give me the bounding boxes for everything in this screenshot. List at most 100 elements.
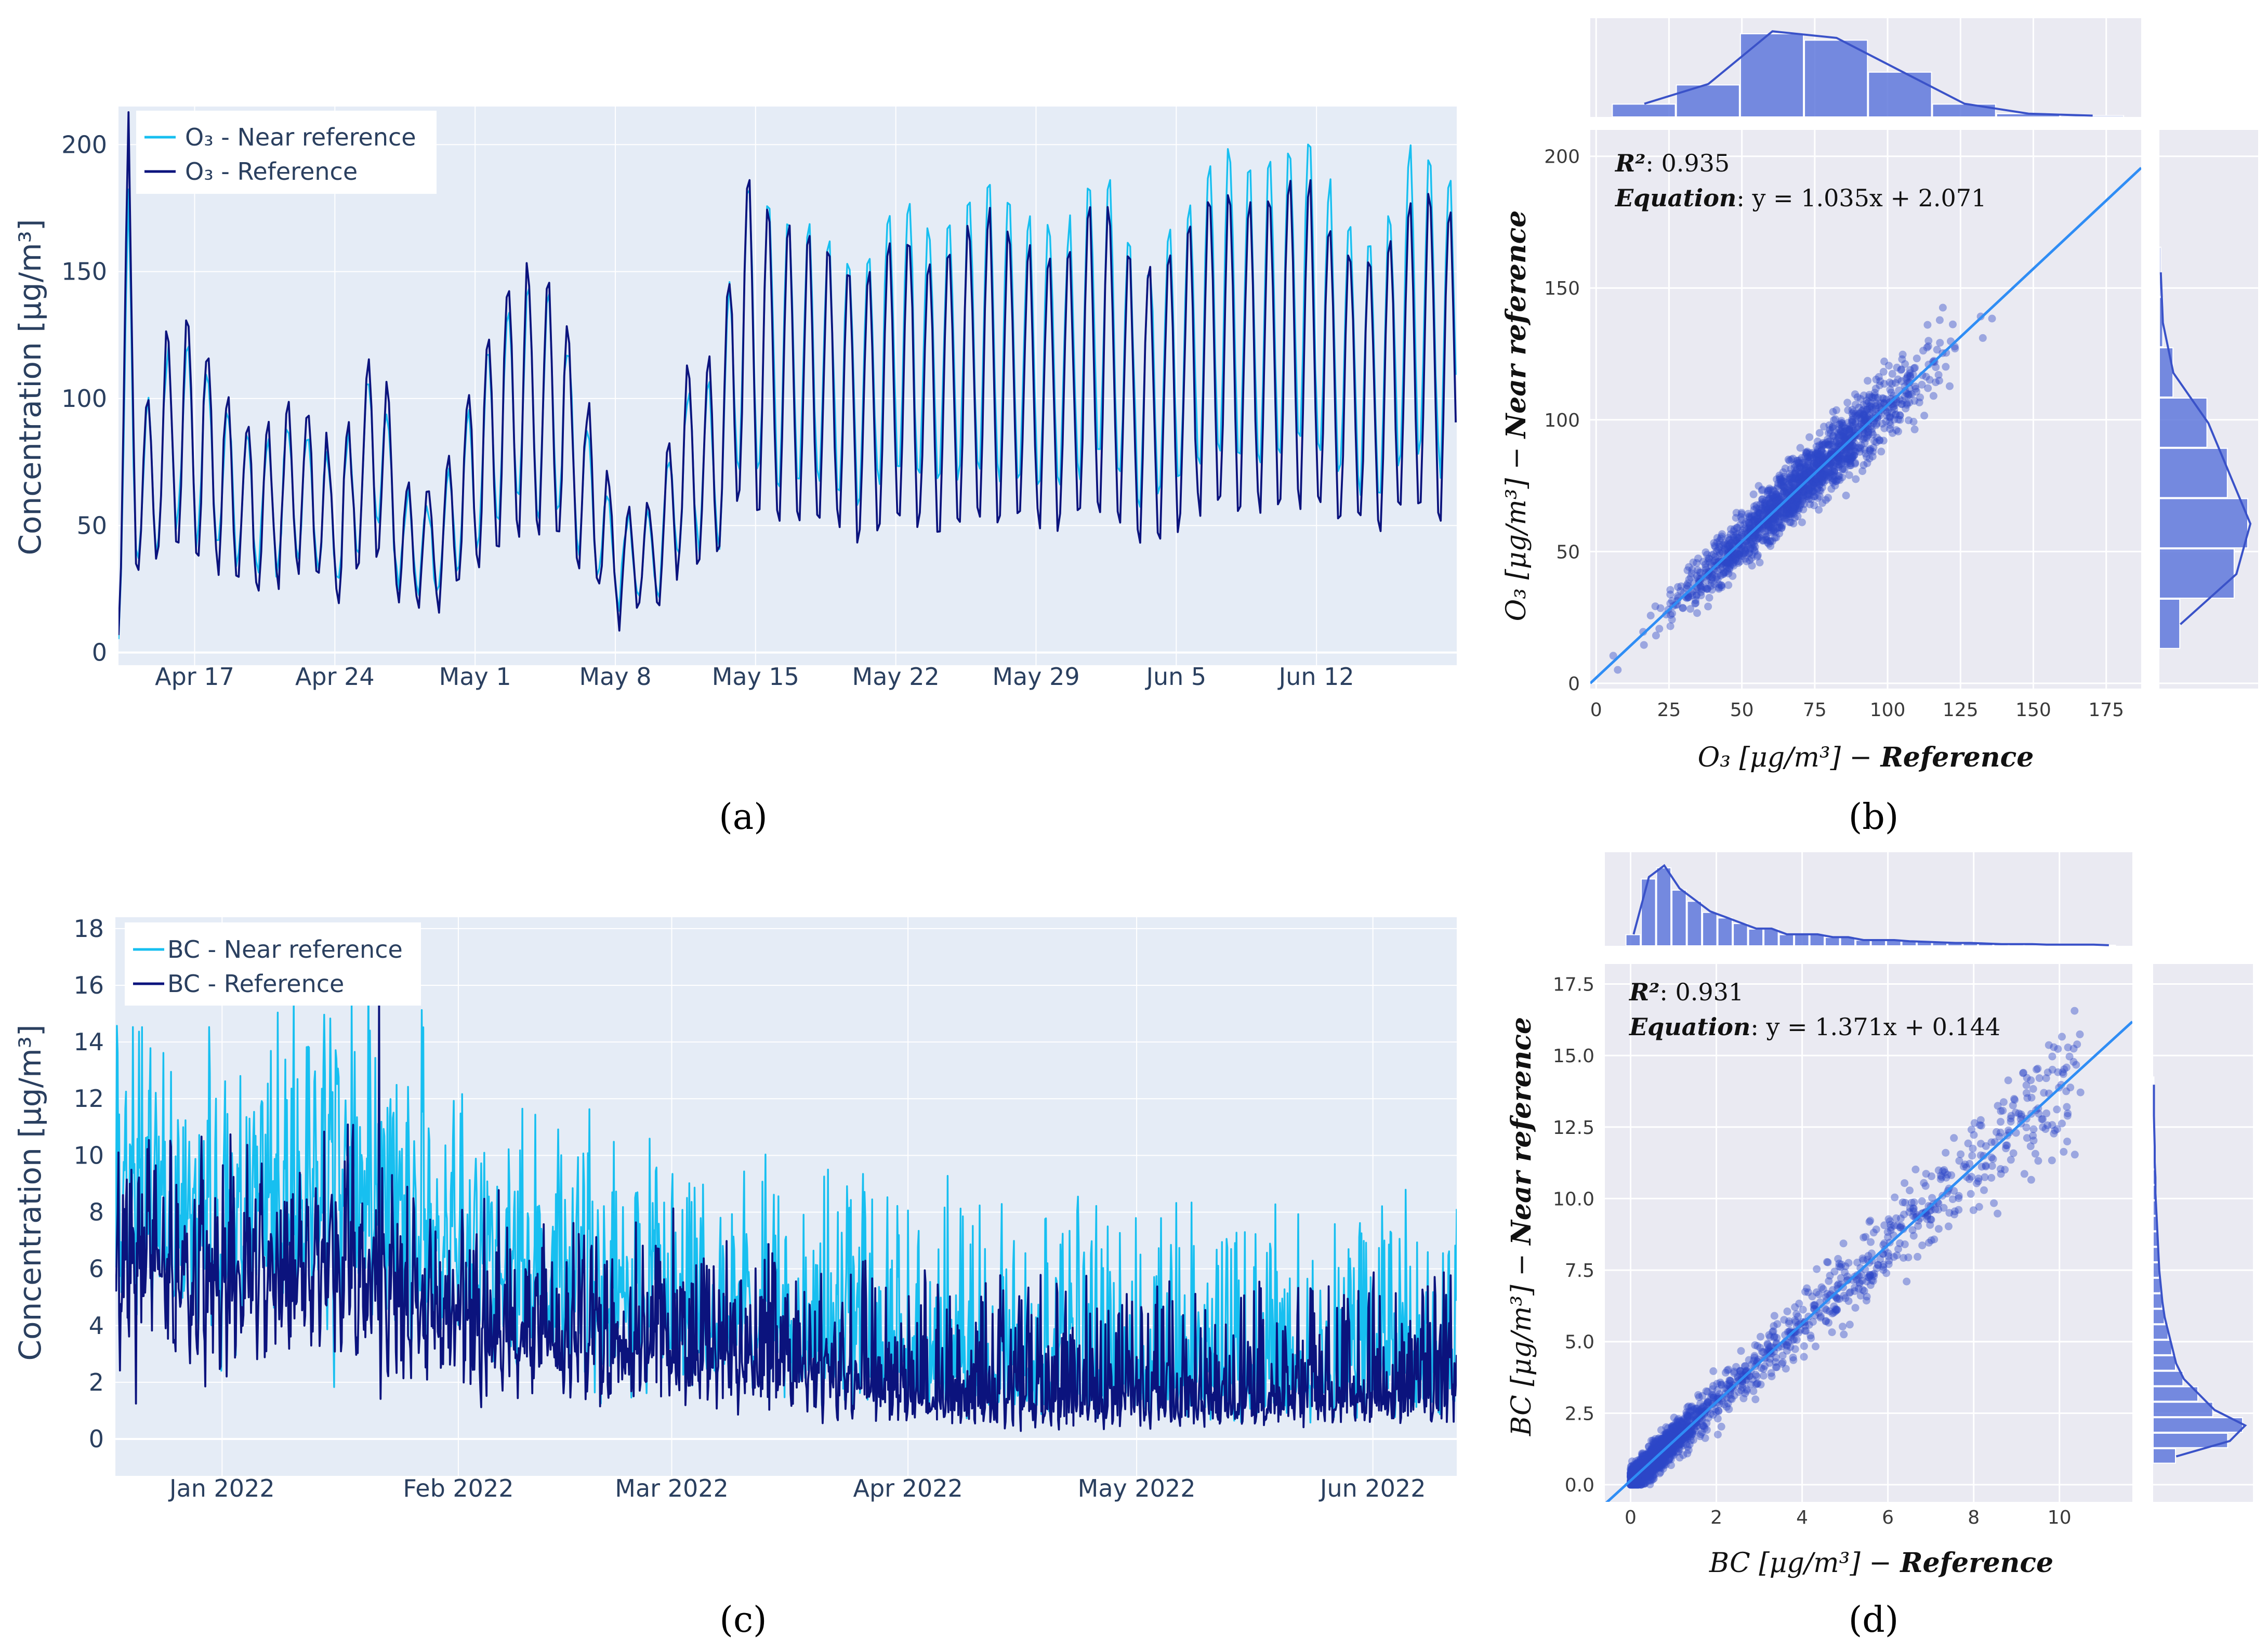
d-point [1753, 1379, 1762, 1388]
d-point [1858, 1286, 1867, 1294]
b-point [1760, 499, 1769, 507]
b-point [1780, 483, 1788, 492]
b-point [1896, 412, 1904, 419]
d-point [1673, 1418, 1682, 1427]
b-point [1860, 410, 1868, 418]
d-point [1645, 1468, 1653, 1476]
b-point [1807, 451, 1815, 459]
d-point [1681, 1433, 1689, 1442]
d-fit-line-path [1605, 1021, 2132, 1502]
d-point [1691, 1410, 1699, 1419]
d-point [1651, 1444, 1659, 1452]
d-point [1738, 1380, 1747, 1388]
d-point [1678, 1420, 1686, 1429]
d-point [1866, 1281, 1875, 1289]
b-point [1898, 400, 1906, 408]
d-point [1751, 1370, 1760, 1379]
d-point [2063, 1138, 2072, 1146]
b-point [1851, 390, 1859, 399]
b-point [1776, 493, 1785, 501]
d-point [2019, 1069, 2027, 1077]
d-point [1858, 1254, 1867, 1262]
d-point [1645, 1470, 1654, 1477]
b-point [1795, 458, 1803, 467]
d-point [1627, 1470, 1634, 1478]
b-point [1843, 425, 1851, 433]
b-point [1774, 482, 1782, 491]
d-point [1634, 1481, 1642, 1489]
d-right-hist-bar [2153, 1370, 2184, 1386]
b-point [1747, 537, 1755, 546]
d-point [1634, 1475, 1643, 1484]
d-point [1724, 1399, 1732, 1408]
b-point [1745, 556, 1753, 564]
d-point [1647, 1447, 1655, 1455]
d-point [1633, 1461, 1641, 1469]
d-point [1996, 1165, 2005, 1173]
b-point [1713, 575, 1722, 584]
d-point [1656, 1468, 1665, 1476]
d-point [1677, 1435, 1685, 1444]
d-point [1668, 1422, 1677, 1431]
d-point [2029, 1085, 2037, 1093]
b-point [1838, 465, 1847, 473]
d-point [1660, 1454, 1668, 1462]
d-point [1650, 1442, 1658, 1450]
b-point [1770, 526, 1778, 534]
d-point [1649, 1449, 1657, 1457]
b-point [1688, 566, 1696, 574]
b-point [1725, 536, 1733, 545]
b-point [1896, 411, 1904, 419]
d-point [1633, 1481, 1642, 1489]
d-point [1680, 1416, 1688, 1424]
b-point [1765, 499, 1774, 507]
d-point [1638, 1451, 1646, 1459]
d-point [1770, 1322, 1778, 1330]
d-point [1810, 1301, 1818, 1310]
b-point [1791, 468, 1799, 477]
d-point [1662, 1446, 1670, 1455]
d-point [1639, 1456, 1647, 1463]
d-point [2059, 1068, 2067, 1076]
b-point [1834, 456, 1842, 465]
d-point [1822, 1317, 1830, 1325]
b-point [1655, 625, 1664, 633]
d-point [1906, 1204, 1914, 1212]
b-point [1815, 486, 1824, 494]
b-point [1802, 448, 1810, 456]
d-point [1660, 1430, 1669, 1438]
d-point [1627, 1466, 1636, 1474]
b-point [1782, 503, 1790, 511]
b-point [1730, 561, 1738, 570]
b-point [1761, 506, 1770, 514]
d-point [2062, 1087, 2071, 1095]
d-point [1766, 1355, 1774, 1363]
b-point [1723, 542, 1732, 550]
b-point [1903, 389, 1910, 398]
d-point [1640, 1471, 1649, 1479]
b-point [1802, 470, 1811, 478]
b-point [1892, 411, 1900, 419]
b-point [1793, 497, 1801, 505]
d-point [1812, 1342, 1819, 1351]
b-point [1883, 403, 1891, 412]
d-point [1630, 1465, 1639, 1474]
d-point [1686, 1408, 1694, 1416]
b-point [1848, 418, 1856, 426]
b-point [1792, 476, 1801, 484]
d-right-hist-bar [2153, 1293, 2163, 1309]
b-eq-label: Equation [1614, 184, 1736, 212]
d-point [1627, 1470, 1634, 1478]
b-point [1924, 384, 1932, 392]
b-point [1742, 546, 1750, 554]
d-point [1657, 1443, 1666, 1450]
d-point [1662, 1437, 1670, 1446]
d-point [1658, 1439, 1667, 1447]
d-point [1630, 1479, 1639, 1487]
d-point [1676, 1445, 1684, 1454]
b-point [1897, 400, 1906, 408]
b-point [1733, 557, 1742, 565]
d-point [1627, 1469, 1634, 1477]
b-point [1832, 477, 1841, 485]
b-point [1824, 441, 1832, 449]
